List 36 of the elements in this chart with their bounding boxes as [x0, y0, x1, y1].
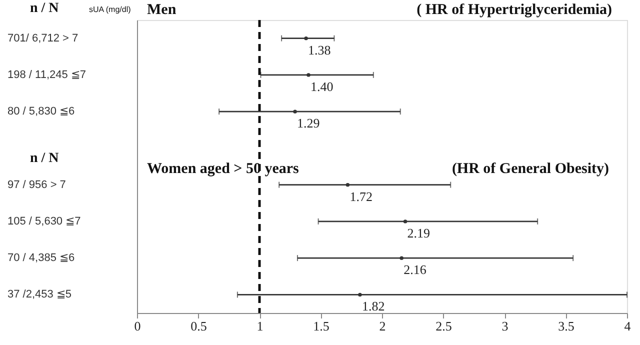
text: Men	[147, 2, 177, 18]
x-tick-label: 3	[502, 318, 508, 334]
point	[304, 36, 308, 40]
text: n / N	[30, 151, 59, 166]
y-tick-label: 97 / 956 > 7	[8, 178, 66, 191]
x-tick-label: 4	[624, 318, 632, 334]
point	[358, 292, 362, 297]
y-tick-label: 37 /2,453 ≦5	[8, 288, 72, 301]
x-tick-label: 2	[379, 318, 386, 334]
x-tick-label: 3.5	[558, 318, 574, 334]
x-tick-label: 1	[256, 318, 264, 334]
x-tick-label: 0.5	[190, 318, 207, 334]
x-tick-label: 1.5	[313, 318, 330, 334]
annotation: (HR of General Obesity)	[452, 161, 609, 177]
text: n / N	[30, 1, 59, 16]
y-tick-label: 80 / 5,830 ≦6	[8, 106, 75, 118]
x-tick-label: 0	[134, 318, 141, 334]
point	[306, 73, 310, 77]
text: sUA (mg/dl)	[89, 5, 132, 14]
point	[403, 220, 408, 224]
data-label: 2.19	[407, 225, 430, 240]
data-label: 1.72	[350, 188, 372, 204]
y-tick-label: 105 / 5,630 ≦7	[8, 215, 81, 228]
x-tick-label: 2.5	[436, 318, 452, 334]
text: ( HR of Hypertriglyceridemia)	[416, 2, 612, 18]
y-tick-label: 70 / 4,385 ≦6	[8, 252, 75, 264]
point	[346, 182, 350, 187]
data-label: 1.38	[308, 42, 331, 58]
y-tick-label: 701/ 6,712 > 7	[8, 32, 78, 44]
y-tick-label: 198 / 11,245 ≦7	[8, 68, 86, 81]
data-label: 2.16	[404, 262, 427, 278]
point	[293, 110, 297, 114]
data-label: 1.82	[362, 298, 385, 314]
point	[400, 256, 404, 260]
data-label: 1.29	[297, 116, 320, 131]
data-label: 1.40	[310, 78, 334, 94]
